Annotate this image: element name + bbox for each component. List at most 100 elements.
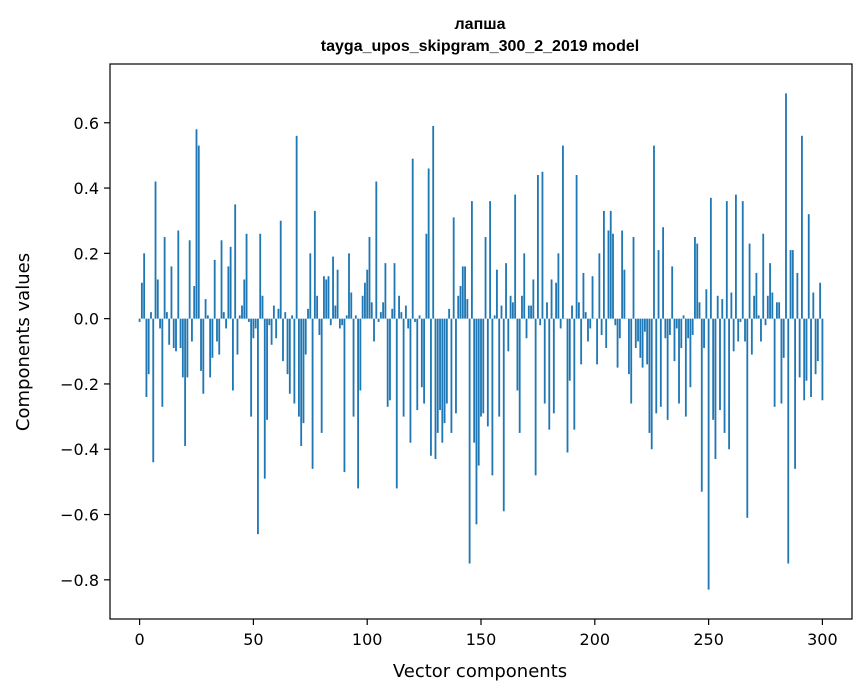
y-tick-label: −0.2: [60, 375, 99, 394]
bar-52: [257, 318, 259, 535]
bar-26: [197, 145, 200, 319]
bar-36: [220, 240, 223, 319]
bar-269: [750, 318, 753, 355]
bar-59: [272, 305, 275, 319]
bar-172: [530, 305, 532, 319]
bar-165: [514, 194, 517, 319]
bar-273: [760, 318, 762, 342]
bar-295: [810, 318, 812, 397]
bar-11: [163, 237, 166, 319]
bar-12: [165, 312, 168, 319]
bar-290: [798, 318, 801, 378]
bar-147: [473, 318, 476, 443]
bar-219: [637, 318, 639, 342]
bar-99: [364, 282, 366, 319]
bar-83: [327, 276, 330, 319]
bar-31: [209, 318, 212, 378]
bar-133: [441, 318, 444, 443]
bar-249: [705, 289, 708, 319]
bar-66: [288, 318, 291, 394]
x-tick-label: 0: [134, 630, 144, 649]
bar-132: [439, 318, 441, 411]
bar-230: [662, 227, 664, 319]
bar-149: [477, 318, 480, 466]
bar-46: [243, 279, 246, 319]
bar-47: [245, 233, 248, 319]
bar-256: [721, 299, 724, 319]
x-tick-label: 300: [807, 630, 838, 649]
bar-247: [700, 318, 703, 492]
bar-192: [575, 175, 578, 319]
bar-300: [821, 318, 824, 401]
y-tick-label: 0.2: [74, 244, 99, 263]
bar-49: [250, 318, 253, 417]
bar-106: [379, 312, 382, 319]
bar-193: [577, 302, 580, 319]
bar-182: [552, 318, 555, 414]
bar-150: [480, 318, 482, 417]
chart-subtitle: tayga_upos_skipgram_300_2_2019 model: [321, 38, 639, 55]
bar-42: [234, 204, 237, 319]
bar-102: [370, 302, 373, 319]
bar-121: [414, 318, 416, 322]
bar-229: [659, 318, 662, 407]
bar-205: [605, 318, 608, 349]
bar-126: [425, 233, 428, 319]
bar-215: [628, 318, 630, 375]
bar-212: [621, 230, 624, 319]
bar-255: [719, 318, 721, 411]
bar-97: [359, 318, 362, 391]
bar-242: [689, 318, 692, 388]
y-tick-label: 0.4: [74, 179, 99, 198]
bar-297: [814, 318, 817, 375]
bar-57: [268, 318, 271, 326]
bar-131: [436, 318, 439, 433]
bar-88: [338, 318, 341, 329]
bar-227: [655, 318, 658, 414]
bar-18: [179, 318, 182, 349]
bar-136: [448, 308, 451, 319]
bar-218: [634, 318, 637, 349]
bar-206: [607, 230, 610, 319]
bar-210: [616, 318, 619, 368]
bar-171: [527, 305, 530, 319]
bar-225: [650, 318, 653, 450]
bar-268: [748, 243, 751, 319]
bar-20: [184, 318, 187, 446]
bar-201: [596, 318, 598, 365]
bar-37: [222, 312, 225, 319]
bar-234: [671, 266, 674, 319]
bar-241: [687, 318, 690, 339]
bar-14: [170, 266, 173, 319]
bar-274: [762, 233, 765, 319]
bar-232: [666, 318, 669, 420]
x-tick-label: 200: [580, 630, 611, 649]
chart-title: лапша: [455, 16, 506, 33]
bar-216: [630, 318, 633, 404]
bar-122: [416, 318, 419, 411]
bar-276: [766, 295, 769, 319]
bar-239: [682, 315, 685, 319]
bar-125: [423, 318, 426, 404]
bar-275: [764, 318, 767, 326]
bar-245: [696, 243, 699, 319]
bar-130: [434, 318, 437, 460]
bar-277: [769, 263, 771, 319]
bar-252: [712, 318, 715, 420]
bar-62: [279, 220, 282, 319]
bar-77: [313, 210, 316, 319]
bar-223: [646, 318, 649, 365]
bar-159: [500, 305, 503, 319]
bar-188: [566, 318, 569, 453]
x-axis-label: Vector components: [393, 661, 567, 682]
bar-67: [291, 315, 293, 319]
bar-244: [694, 237, 696, 319]
bar-153: [486, 318, 489, 427]
bar-24: [193, 286, 196, 319]
bar-266: [744, 318, 746, 342]
bar-2: [143, 253, 146, 319]
bar-23: [191, 318, 193, 342]
bar-16: [175, 318, 177, 352]
bar-237: [678, 318, 680, 404]
y-tick-label: −0.6: [60, 506, 99, 525]
